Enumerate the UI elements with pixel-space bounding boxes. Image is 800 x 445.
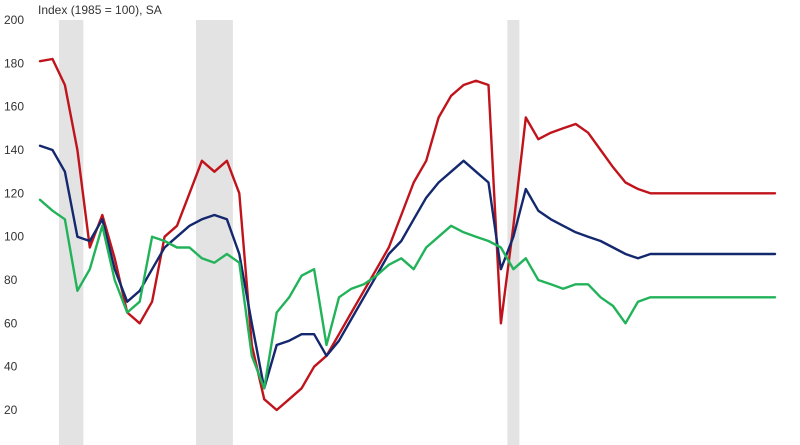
y-tick-label: 160 bbox=[4, 100, 24, 114]
y-tick-label: 100 bbox=[4, 230, 24, 244]
y-tick-label: 60 bbox=[4, 316, 18, 330]
series-line-0 bbox=[38, 57, 777, 412]
series-line-1 bbox=[38, 144, 777, 390]
y-tick-label: 200 bbox=[4, 13, 24, 27]
series-lines bbox=[38, 57, 777, 412]
y-tick-labels: 20 40 60 80 100 120 140 160 180 200 bbox=[4, 13, 24, 417]
y-tick-label: 20 bbox=[4, 403, 18, 417]
series-line-2 bbox=[38, 198, 777, 390]
y-axis-label: Index (1985 = 100), SA bbox=[38, 3, 162, 17]
y-tick-label: 120 bbox=[4, 186, 24, 200]
recession-band bbox=[195, 20, 233, 445]
y-tick-label: 80 bbox=[4, 273, 18, 287]
y-tick-label: 180 bbox=[4, 56, 24, 70]
recession-bands bbox=[58, 20, 520, 445]
y-tick-label: 40 bbox=[4, 360, 18, 374]
recession-band bbox=[58, 20, 84, 445]
y-tick-label: 140 bbox=[4, 143, 24, 157]
